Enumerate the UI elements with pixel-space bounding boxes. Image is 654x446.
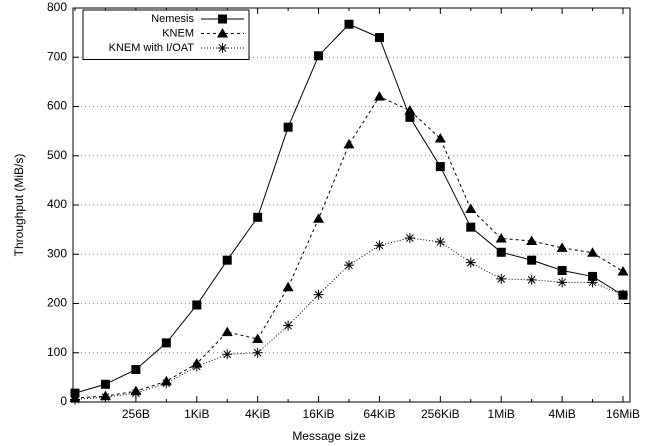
y-tick-label: 400: [47, 197, 67, 211]
data-point: [374, 240, 385, 251]
data-point: [527, 255, 537, 265]
data-point: [191, 361, 202, 372]
data-point: [161, 338, 171, 348]
data-point: [618, 289, 628, 300]
data-point: [435, 162, 445, 172]
data-point: [588, 271, 598, 281]
legend-marker: [217, 28, 228, 38]
data-point: [100, 392, 111, 403]
data-point: [495, 232, 507, 243]
y-tick-label: 700: [47, 49, 67, 63]
data-point: [313, 213, 325, 223]
data-point: [405, 112, 415, 122]
x-tick-label: 4KiB: [245, 407, 270, 421]
data-point: [222, 255, 232, 265]
data-point: [374, 33, 384, 43]
data-point: [404, 104, 416, 115]
plot-frame: [72, 7, 631, 403]
data-point: [221, 326, 233, 337]
data-point: [526, 235, 538, 245]
data-point: [252, 333, 264, 343]
x-tick-label: 16MiB: [606, 407, 640, 421]
data-point: [465, 257, 476, 268]
x-tick-label: 1MiB: [488, 407, 515, 421]
data-point: [434, 133, 446, 143]
x-tick-label: 256B: [122, 407, 150, 421]
data-point: [161, 378, 172, 389]
data-point: [344, 260, 354, 271]
y-tick-label: 800: [47, 0, 67, 14]
legend-label: Nemesis: [151, 13, 194, 25]
data-point: [282, 281, 294, 292]
x-axis-label: Message size: [292, 429, 366, 443]
data-point: [435, 236, 446, 247]
y-tick-label: 500: [47, 148, 67, 162]
data-point: [496, 273, 507, 284]
data-point: [373, 91, 385, 101]
data-point: [587, 277, 598, 288]
data-point: [557, 277, 568, 288]
data-point: [617, 265, 629, 276]
data-point: [192, 300, 202, 310]
x-tick-label: 16KiB: [303, 407, 335, 421]
data-point: [526, 274, 537, 285]
x-tick-label: 256KiB: [421, 407, 460, 421]
x-tick-label: 4MiB: [548, 407, 575, 421]
data-point: [314, 51, 324, 61]
data-point: [556, 242, 568, 252]
y-tick-label: 0: [60, 394, 67, 408]
data-point: [100, 379, 110, 389]
data-point: [587, 247, 599, 257]
legend-label: KNEM with I/OAT: [109, 42, 195, 54]
data-point: [252, 347, 263, 358]
data-point: [130, 388, 141, 399]
data-point: [496, 247, 506, 257]
data-point: [466, 222, 476, 232]
y-axis-label: Throughput (MiB/s): [12, 154, 26, 257]
series-line: [74, 23, 624, 394]
x-tick-label: 64KiB: [363, 407, 395, 421]
data-point: [70, 394, 80, 405]
data-point: [313, 289, 324, 300]
y-tick-label: 300: [47, 246, 67, 260]
data-point: [404, 232, 415, 243]
data-point: [131, 364, 141, 374]
legend-label: KNEM: [162, 27, 194, 39]
legend-marker: [218, 14, 227, 24]
y-tick-label: 600: [47, 99, 67, 113]
data-point: [283, 320, 294, 331]
data-point: [557, 266, 567, 276]
data-point: [222, 349, 233, 360]
x-tick-label: 1KiB: [184, 407, 209, 421]
y-tick-label: 100: [47, 345, 67, 359]
data-point: [283, 122, 293, 132]
data-point: [465, 203, 477, 213]
data-point: [343, 138, 355, 149]
data-point: [253, 212, 263, 222]
legend-marker: [217, 43, 228, 53]
data-point: [344, 19, 354, 29]
y-tick-label: 200: [47, 296, 67, 310]
